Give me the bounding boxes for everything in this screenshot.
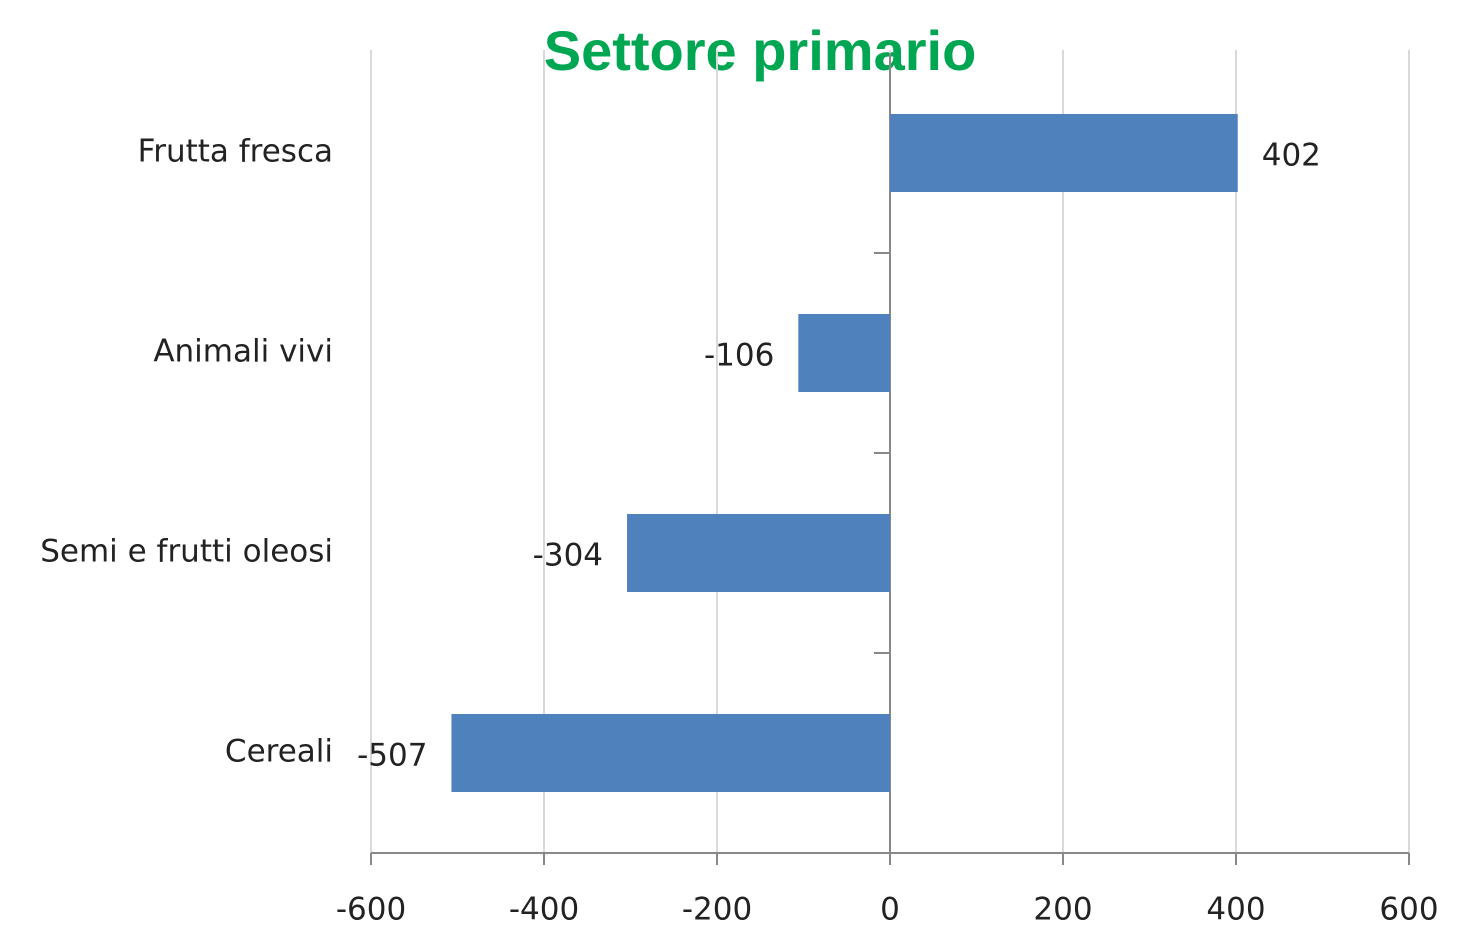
bar	[451, 714, 890, 792]
x-tick-label: -600	[336, 892, 406, 928]
x-tick-label: -400	[509, 892, 579, 928]
value-label: 402	[1262, 138, 1321, 174]
chart-title: Settore primario	[544, 19, 977, 82]
x-tick-label: 400	[1206, 892, 1265, 928]
value-label: -304	[533, 538, 603, 574]
x-tick-label: 600	[1379, 892, 1438, 928]
bar	[798, 314, 890, 392]
x-tick-label: -200	[682, 892, 752, 928]
x-tick-label: 0	[880, 892, 900, 928]
y-tick-label: Semi e frutti oleosi	[40, 534, 333, 570]
y-tick-label: Animali vivi	[153, 334, 333, 370]
x-tick-label: 200	[1033, 892, 1092, 928]
y-tick-label: Cereali	[225, 734, 333, 770]
bar	[890, 114, 1238, 192]
bar	[627, 514, 890, 592]
y-tick-label: Frutta fresca	[138, 134, 333, 170]
value-label: -106	[704, 338, 774, 374]
value-label: -507	[357, 738, 427, 774]
